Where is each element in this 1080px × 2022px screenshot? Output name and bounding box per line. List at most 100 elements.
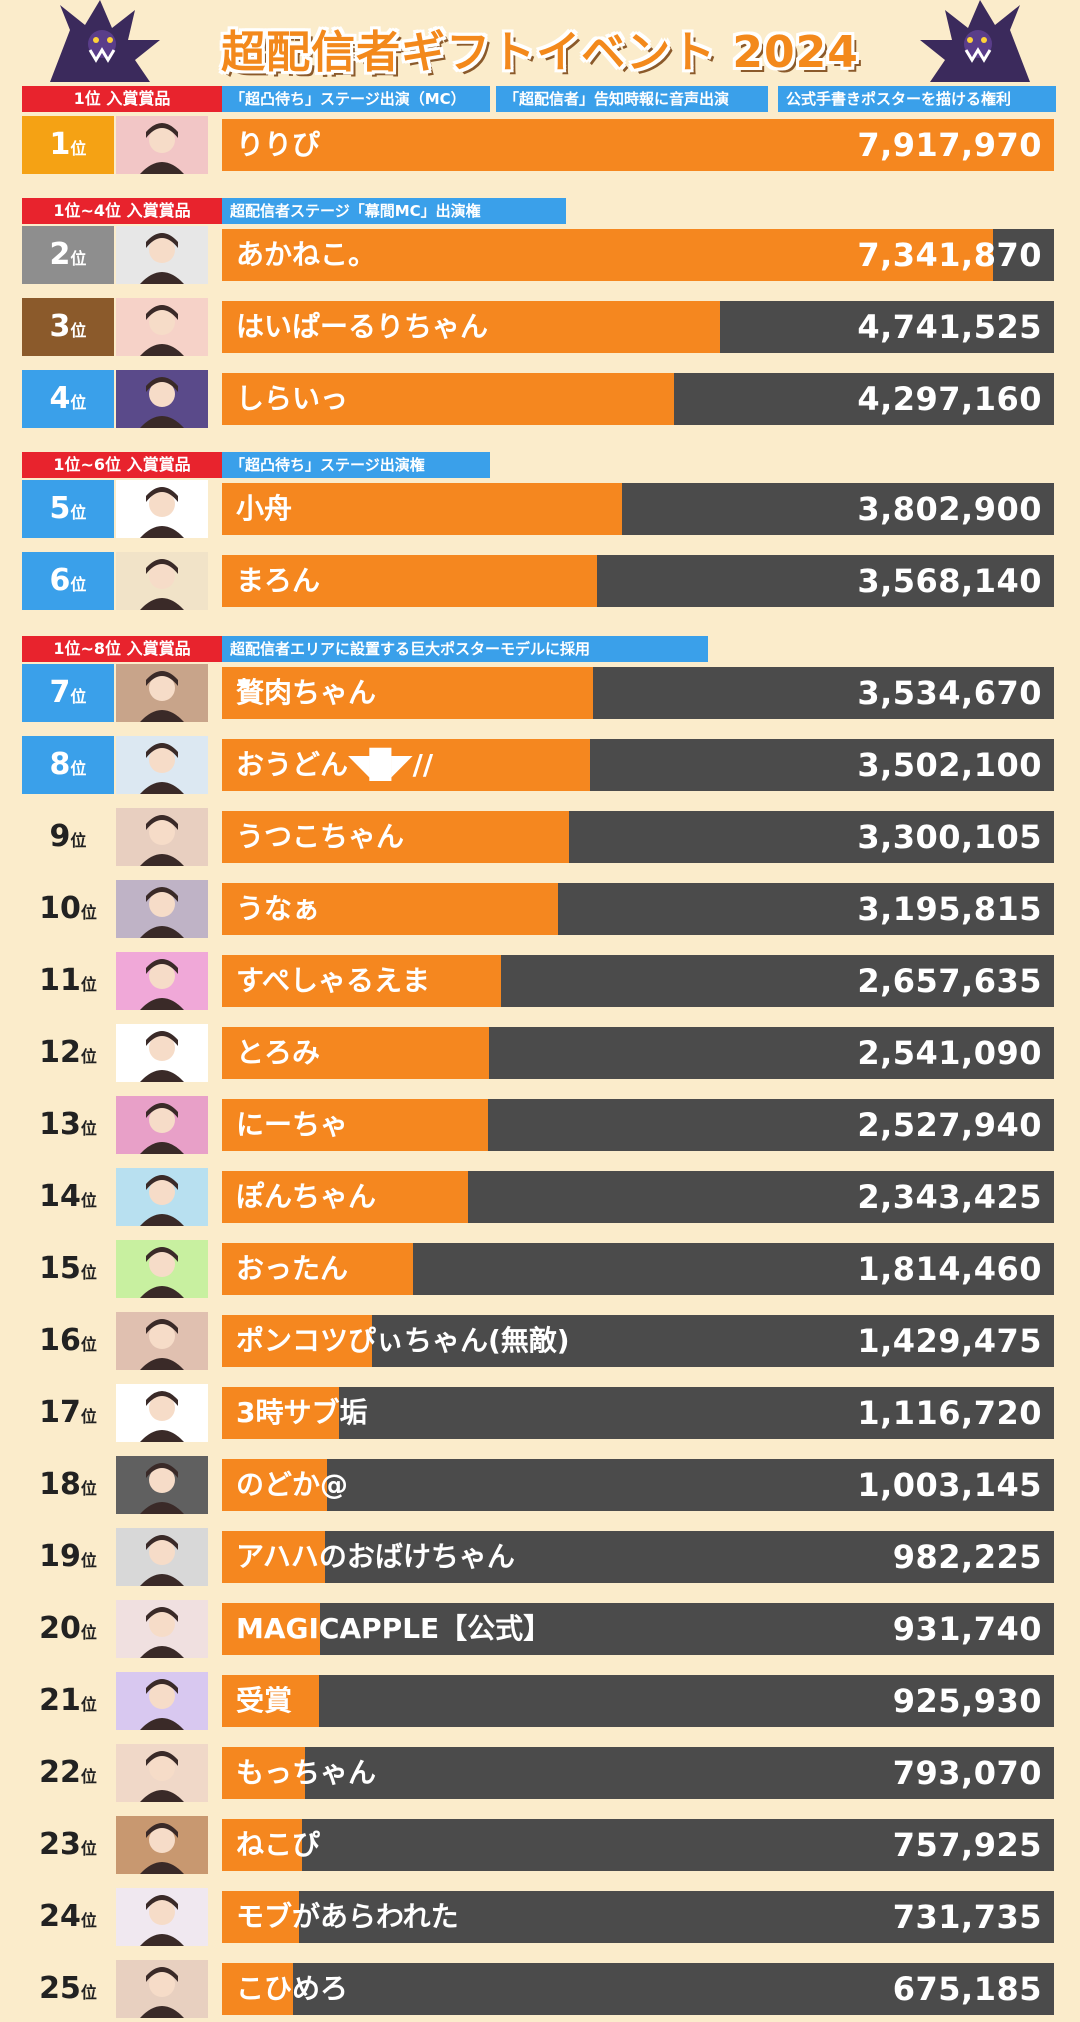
score-label: 793,070 <box>892 1754 1042 1792</box>
ranking-row: 7位 贅肉ちゃん 3,534,670 <box>22 664 1058 722</box>
ranking-row: 19位 アハハのおばけちゃん 982,225 <box>22 1528 1058 1586</box>
score-label: 4,741,525 <box>857 308 1042 346</box>
score-label: 931,740 <box>892 1610 1042 1648</box>
rank-number: 24 <box>39 1899 81 1934</box>
rank-suffix: 位 <box>80 1623 97 1642</box>
ranking-row: 17位 3時サブ垢 1,116,720 <box>22 1384 1058 1442</box>
avatar <box>116 1528 208 1586</box>
avatar-icon <box>116 952 208 1010</box>
rank-suffix: 位 <box>70 139 87 158</box>
avatar <box>116 1240 208 1298</box>
avatar-icon <box>116 1456 208 1514</box>
avatar-icon <box>116 116 208 174</box>
avatar-icon <box>116 480 208 538</box>
ranking-row: 25位 こひめろ 675,185 <box>22 1960 1058 2018</box>
ranking-row: 11位 すぺしゃるえま 2,657,635 <box>22 952 1058 1010</box>
streamer-name: しらいっ <box>236 382 349 415</box>
avatar <box>116 1312 208 1370</box>
score-label: 3,300,105 <box>857 818 1042 856</box>
bar <box>222 1603 320 1655</box>
avatar <box>116 1744 208 1802</box>
bar <box>222 1459 327 1511</box>
avatar <box>116 952 208 1010</box>
score-label: 1,429,475 <box>857 1322 1042 1360</box>
bar-track: アハハのおばけちゃん 982,225 <box>222 1531 1054 1583</box>
ranking-row: 18位 のどか@ 1,003,145 <box>22 1456 1058 1514</box>
bar-track: ポンコツぴぃちゃん(無敵) 1,429,475 <box>222 1315 1054 1367</box>
avatar <box>116 370 208 428</box>
rank-badge: 18位 <box>22 1456 114 1514</box>
bar <box>222 1747 305 1799</box>
rank-badge: 23位 <box>22 1816 114 1874</box>
avatar-icon <box>116 298 208 356</box>
avatar <box>116 1168 208 1226</box>
score-label: 731,735 <box>892 1898 1042 1936</box>
rank-number: 6 <box>49 563 71 598</box>
streamer-name: ポンコツぴぃちゃん(無敵) <box>236 1324 570 1357</box>
bar-track: おうどん◥█◤// 3,502,100 <box>222 739 1054 791</box>
rank-suffix: 位 <box>80 1191 97 1210</box>
streamer-name: あかねこ。 <box>236 238 377 271</box>
streamer-name: 3時サブ垢 <box>236 1396 368 1429</box>
rank-suffix: 位 <box>80 1407 97 1426</box>
rank-number: 2 <box>49 237 71 272</box>
rank-number: 11 <box>39 963 81 998</box>
rank-suffix: 位 <box>70 249 87 268</box>
rank-number: 25 <box>39 1971 81 2006</box>
rank-number: 14 <box>39 1179 81 1214</box>
bar <box>222 1675 319 1727</box>
ranking-row: 22位 もっちゃん 793,070 <box>22 1744 1058 1802</box>
streamer-name: おうどん◥█◤// <box>236 748 434 781</box>
avatar-icon <box>116 1816 208 1874</box>
tier-label: 1位 入賞賞品 <box>22 86 222 112</box>
bar-track: うつこちゃん 3,300,105 <box>222 811 1054 863</box>
score-label: 1,116,720 <box>857 1394 1042 1432</box>
prize-badge: 「超凸待ち」ステージ出演権 <box>222 452 490 478</box>
streamer-name: うつこちゃん <box>236 820 405 853</box>
streamer-name: にーちゃ <box>236 1108 349 1141</box>
streamer-name: 受賞 <box>236 1684 293 1717</box>
bar <box>222 1963 293 2015</box>
rank-suffix: 位 <box>80 975 97 994</box>
score-label: 3,534,670 <box>857 674 1042 712</box>
tier-label: 1位~8位 入賞賞品 <box>22 636 222 662</box>
bar-track: 受賞 925,930 <box>222 1675 1054 1727</box>
bar-track: すぺしゃるえま 2,657,635 <box>222 955 1054 1007</box>
rank-badge: 9位 <box>22 808 114 866</box>
avatar <box>116 880 208 938</box>
ranking-row: 14位 ぽんちゃん 2,343,425 <box>22 1168 1058 1226</box>
prize-badge: 「超配信者」告知時報に音声出演 <box>496 86 768 112</box>
score-label: 1,814,460 <box>857 1250 1042 1288</box>
ranking-row: 15位 おったん 1,814,460 <box>22 1240 1058 1298</box>
ranking-row: 10位 うなぁ 3,195,815 <box>22 880 1058 938</box>
rank-badge: 5位 <box>22 480 114 538</box>
rank-badge: 13位 <box>22 1096 114 1154</box>
bar-track: ねこぴ 757,925 <box>222 1819 1054 1871</box>
avatar <box>116 552 208 610</box>
ranking-row: 24位 モブがあらわれた 731,735 <box>22 1888 1058 1946</box>
avatar-icon <box>116 1024 208 1082</box>
rank-badge: 11位 <box>22 952 114 1010</box>
rank-badge: 20位 <box>22 1600 114 1658</box>
rank-badge: 19位 <box>22 1528 114 1586</box>
bar-track: 小舟 3,802,900 <box>222 483 1054 535</box>
streamer-name: はいぱーるりちゃん <box>236 310 489 343</box>
ranking-row: 23位 ねこぴ 757,925 <box>22 1816 1058 1874</box>
ranking-row: 3位 はいぱーるりちゃん 4,741,525 <box>22 298 1058 356</box>
ranking-row: 8位 おうどん◥█◤// 3,502,100 <box>22 736 1058 794</box>
bar-track: りりぴ 7,917,970 <box>222 119 1054 171</box>
rank-suffix: 位 <box>80 1263 97 1282</box>
score-label: 3,502,100 <box>857 746 1042 784</box>
streamer-name: うなぁ <box>236 892 321 925</box>
ranking-row: 2位 あかねこ。 7,341,870 <box>22 226 1058 284</box>
avatar <box>116 1384 208 1442</box>
rank-badge: 22位 <box>22 1744 114 1802</box>
bar-track: 贅肉ちゃん 3,534,670 <box>222 667 1054 719</box>
avatar-icon <box>116 1528 208 1586</box>
bar <box>222 1099 488 1151</box>
bar <box>222 811 569 863</box>
rank-suffix: 位 <box>80 1983 97 2002</box>
bar-track: しらいっ 4,297,160 <box>222 373 1054 425</box>
score-label: 3,195,815 <box>857 890 1042 928</box>
bar <box>222 555 597 607</box>
